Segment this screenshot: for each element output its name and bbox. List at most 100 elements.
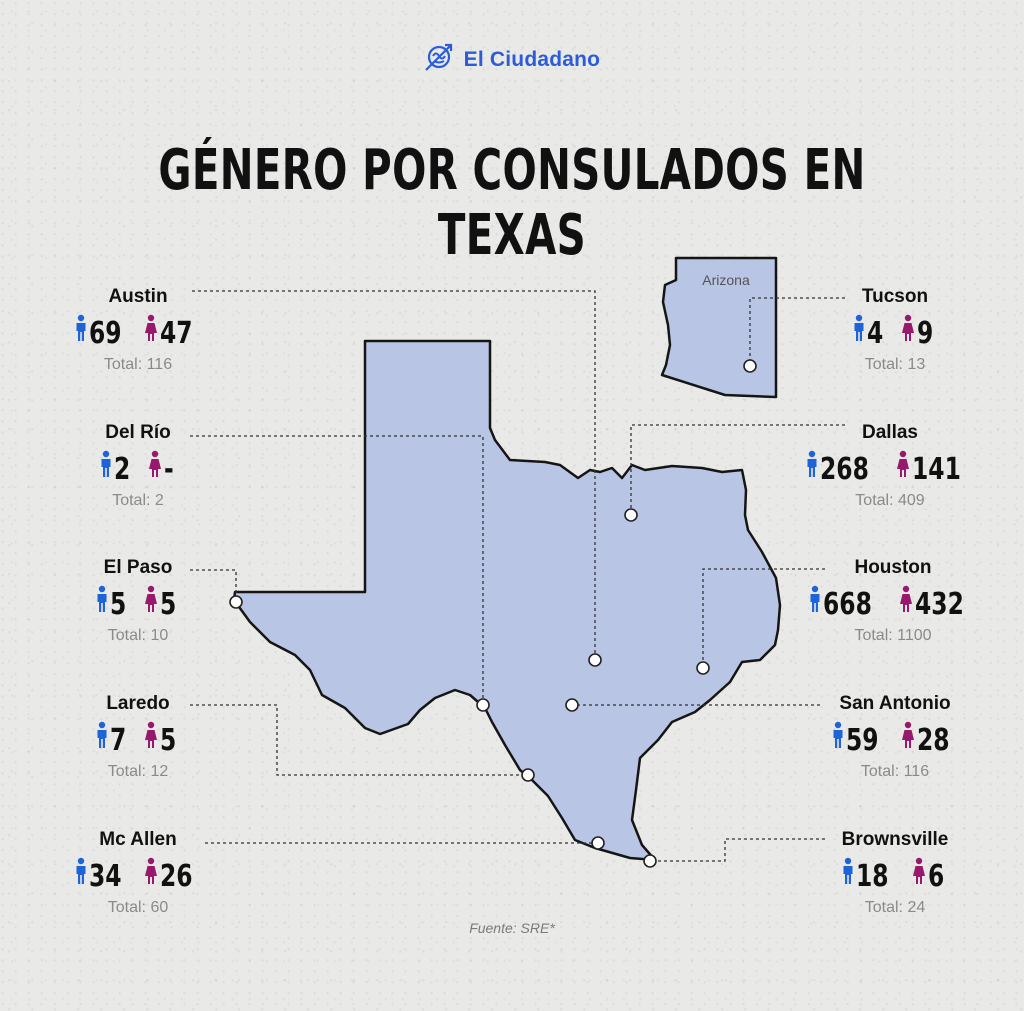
city-name: Dallas: [862, 422, 918, 443]
female-count: 28: [917, 723, 950, 758]
brand-name: El Ciudadano: [463, 48, 601, 71]
gender-counts: 34 26: [48, 857, 228, 893]
total-label: Total: 116: [103, 356, 173, 373]
marker-houston: [696, 661, 710, 675]
total-label: Total: 12: [107, 763, 169, 780]
marker-tucson: [743, 359, 757, 373]
male-person-icon: [831, 721, 845, 761]
page-title: GÉNERO POR CONSULADOS EN TEXAS: [158, 138, 866, 268]
marker-austin: [588, 653, 602, 667]
texas-state-shape: [232, 339, 782, 862]
female-count: 26: [160, 859, 193, 894]
male-person-icon: [805, 450, 819, 490]
gender-counts: 5 5: [48, 585, 228, 621]
female-count: 9: [917, 316, 934, 351]
city-name: Tucson: [861, 286, 929, 307]
marker-dallas: [624, 508, 638, 522]
brain-logo-icon: [424, 42, 454, 78]
city-name: Mc Allen: [99, 829, 177, 850]
male-count: 268: [820, 452, 869, 487]
female-person-icon: [895, 450, 911, 490]
female-person-icon: [143, 857, 159, 897]
female-count: 47: [160, 316, 193, 351]
gender-counts: 69 47: [48, 314, 228, 350]
male-count: 2: [114, 452, 131, 487]
leader-el-paso: [190, 569, 237, 602]
female-count: 141: [912, 452, 962, 487]
male-person-icon: [74, 857, 88, 897]
female-count: 432: [915, 587, 965, 622]
female-person-icon: [147, 450, 163, 490]
leader-austin: [192, 290, 596, 660]
marker-brownsville: [643, 854, 657, 868]
city-brownsville: Brownsville 18 6 Total: 24: [805, 829, 985, 917]
city-houston: Houston 668 432 Total: 1100: [803, 557, 983, 645]
male-count: 18: [856, 859, 890, 894]
gender-counts: 7 5: [48, 721, 228, 757]
gender-counts: 4 9: [805, 314, 985, 350]
leader-tucson: [749, 297, 845, 366]
gender-counts: 668 432: [803, 585, 983, 621]
city-laredo: Laredo 7 5 Total: 12: [48, 693, 228, 781]
total-label: Total: 116: [860, 763, 930, 780]
city-name: San Antonio: [839, 693, 951, 714]
marker-el-paso: [229, 595, 243, 609]
total-label: Total: 1100: [854, 627, 932, 644]
male-person-icon: [841, 857, 855, 897]
gender-counts: 59 28: [805, 721, 985, 757]
female-count: 5: [160, 723, 177, 758]
city-austin: Austin 69 47 Total: 116: [48, 286, 228, 374]
total-label: Total: 409: [855, 492, 925, 509]
female-person-icon: [143, 314, 159, 354]
brand-logo: El Ciudadano: [0, 42, 1024, 78]
city-name: Houston: [854, 557, 932, 578]
female-person-icon: [900, 314, 916, 354]
source-note: Fuente: SRE*: [469, 920, 555, 936]
female-person-icon: [900, 721, 916, 761]
city-name: Del Río: [105, 422, 171, 443]
female-count: 5: [160, 587, 177, 622]
female-person-icon: [898, 585, 914, 625]
female-person-icon: [143, 585, 159, 625]
marker-del-rio: [476, 698, 490, 712]
total-label: Total: 2: [112, 492, 164, 509]
male-count: 59: [846, 723, 879, 758]
male-person-icon: [808, 585, 822, 625]
male-person-icon: [74, 314, 88, 354]
female-count: -: [164, 452, 175, 487]
gender-counts: 2 -: [48, 450, 228, 486]
total-label: Total: 24: [864, 899, 926, 916]
city-name: El Paso: [103, 557, 173, 578]
gender-counts: 18 6: [805, 857, 985, 893]
leader-del-rio: [190, 435, 484, 705]
total-label: Total: 10: [107, 627, 169, 644]
city-mc-allen: Mc Allen 34 26 Total: 60: [48, 829, 228, 917]
leader-laredo: [190, 704, 528, 776]
male-person-icon: [99, 450, 113, 490]
male-count: 668: [823, 587, 872, 622]
leader-houston: [702, 568, 825, 668]
male-count: 69: [89, 316, 122, 351]
city-tucson: Tucson 4 9 Total: 13: [805, 286, 985, 374]
gender-counts: 268 141: [800, 450, 980, 486]
male-person-icon: [852, 314, 866, 354]
city-dallas: Dallas 268 141 Total: 409: [800, 422, 980, 510]
city-san-antonio: San Antonio 59 28 Total: 116: [805, 693, 985, 781]
female-person-icon: [911, 857, 927, 897]
total-label: Total: 60: [107, 899, 169, 916]
city-name: Brownsville: [841, 829, 949, 850]
city-name: Austin: [108, 286, 168, 307]
city-del-rio: Del Río 2 - Total: 2: [48, 422, 228, 510]
male-count: 7: [109, 723, 127, 758]
male-count: 4: [866, 316, 884, 351]
marker-san-antonio: [565, 698, 579, 712]
city-name: Laredo: [106, 693, 170, 714]
female-person-icon: [143, 721, 159, 761]
marker-laredo: [521, 768, 535, 782]
total-label: Total: 13: [864, 356, 926, 373]
male-person-icon: [95, 585, 109, 625]
male-count: 34: [89, 859, 122, 894]
male-person-icon: [95, 721, 109, 761]
leader-brownsville: [650, 838, 825, 862]
